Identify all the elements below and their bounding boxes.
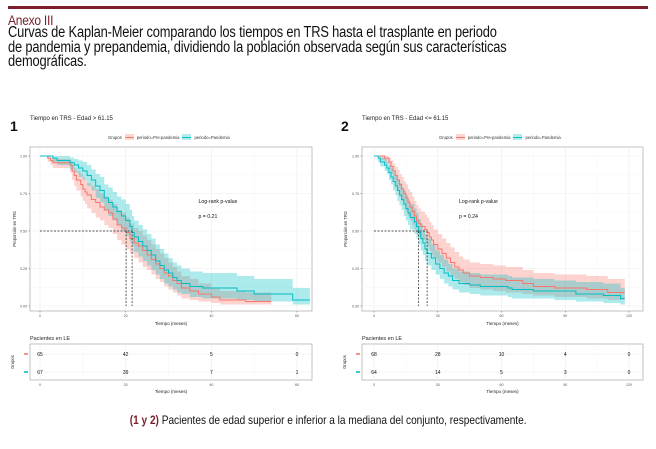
risk-x-axis-label: Tiempo (meses)	[155, 389, 188, 394]
plot-panel	[361, 146, 644, 312]
x-tick-label: 60	[295, 314, 299, 318]
plot-panel	[29, 146, 313, 312]
x-tick-label: 0	[373, 314, 375, 318]
risk-table-cell: 1	[296, 370, 299, 376]
y-tick-label: 1.00	[20, 155, 27, 159]
x-tick-label: 0	[39, 314, 41, 318]
x-tick-label: 30	[436, 314, 440, 318]
y-tick-label: 0.00	[352, 305, 359, 309]
x-tick-label: 90	[563, 314, 567, 318]
legend-title: Grupos	[108, 134, 122, 140]
y-tick-label: 0.50	[352, 230, 359, 234]
y-axis-label: Proporción en TRS	[343, 211, 348, 247]
risk-table-cell: 0	[628, 370, 631, 376]
page-title-line: de pandemia y prepandemia, dividiendo la…	[8, 38, 507, 56]
risk-table-cell: 64	[371, 370, 377, 376]
risk-x-tick-label: 120	[626, 383, 632, 387]
risk-table-cell: 14	[435, 370, 441, 376]
page-title-line: Curvas de Kaplan-Meier comparando los ti…	[8, 24, 497, 41]
page-title: Curvas de Kaplan-Meier comparando los ti…	[8, 24, 589, 70]
y-tick-label: 0.75	[20, 192, 27, 196]
y-tick-label: 1.00	[352, 155, 359, 159]
figure-number-1: 1	[10, 118, 18, 134]
y-tick-label: 0.50	[20, 230, 27, 234]
risk-table-cell: 28	[435, 352, 441, 358]
risk-x-axis-label: Tiempo (meses)	[486, 389, 519, 394]
risk-x-tick-label: 20	[124, 383, 128, 387]
risk-x-tick-label: 60	[500, 383, 504, 387]
x-axis-label: Tiempo (meses)	[155, 321, 188, 326]
y-tick-label: 0.75	[352, 192, 359, 196]
x-tick-label: 120	[626, 314, 632, 318]
legend-1: Grupos periodo=Pre-pandemia periodo=Pand…	[108, 134, 230, 140]
figure-caption: (1 y 2) Pacientes de edad superior e inf…	[0, 413, 656, 427]
risk-table-title: Pacientes en LE	[362, 336, 402, 342]
risk-table-cell: 39	[123, 370, 129, 376]
ci-band-pandemia	[374, 156, 625, 305]
annex-label: Anexo III	[8, 12, 54, 28]
legend-2: Grupos periodo=Pre-pandemia periodo=Pand…	[439, 134, 561, 140]
logrank-p-value: p = 0.21	[198, 214, 217, 220]
risk-x-tick-label: 0	[373, 383, 375, 387]
risk-table-cell: 7	[210, 370, 213, 376]
caption-ref: (1 y 2)	[129, 413, 159, 427]
x-tick-label: 20	[124, 314, 128, 318]
risk-table-cell: 0	[628, 352, 631, 358]
legend-swatch-prepandemia	[455, 134, 465, 140]
survival-curve-prepandemia	[40, 155, 272, 302]
ci-band-pandemia	[40, 156, 310, 305]
risk-table-cell: 3	[564, 370, 567, 376]
risk-x-tick-label: 90	[563, 383, 567, 387]
legend-label-pandemia: periodo=Pandemia	[194, 134, 230, 140]
legend-label-prepandemia: periodo=Pre-pandemia	[136, 134, 180, 140]
risk-table-cell: 0	[296, 352, 299, 358]
risk-table-cell: 67	[37, 370, 43, 376]
legend-swatch-pandemia	[182, 134, 192, 140]
ci-band-prepandemia	[374, 156, 625, 300]
risk-x-tick-label: 30	[436, 383, 440, 387]
risk-table-panel	[361, 343, 644, 381]
page-title-line: demográficas.	[8, 53, 87, 70]
logrank-p-value: p = 0.24	[459, 214, 478, 220]
risk-table-cell: 5	[210, 352, 213, 358]
risk-table-cell: 5	[500, 370, 503, 376]
risk-x-tick-label: 40	[209, 383, 213, 387]
legend-label-prepandemia: periodo=Pre-pandemia	[467, 134, 511, 140]
x-axis-label: Tiempo (meses)	[486, 321, 519, 326]
risk-y-axis-label: Grupos	[342, 355, 347, 369]
x-tick-label: 40	[209, 314, 213, 318]
caption-text: Pacientes de edad superior e inferior a …	[158, 413, 527, 427]
risk-table-cell: 42	[123, 352, 129, 358]
y-tick-label: 0.25	[352, 267, 359, 271]
figure-number-2: 2	[341, 118, 349, 134]
risk-table-title: Pacientes en LE	[30, 336, 70, 342]
risk-y-axis-label: Grupos	[10, 355, 15, 369]
risk-x-tick-label: 60	[295, 383, 299, 387]
risk-table-cell: 65	[37, 352, 43, 358]
risk-table-panel	[29, 343, 313, 381]
risk-table-cell: 4	[564, 352, 567, 358]
y-tick-label: 0.00	[20, 305, 27, 309]
y-axis-label: Proporción en TRS	[12, 211, 17, 247]
legend-swatch-prepandemia	[124, 134, 134, 140]
header-rule	[8, 6, 648, 9]
logrank-title: Log-rank p-value	[459, 199, 498, 205]
x-tick-label: 60	[500, 314, 504, 318]
legend-title: Grupos	[439, 134, 453, 140]
chart-title-2: Tiempo en TRS - Edad <= 61.15	[362, 116, 449, 122]
risk-x-tick-label: 0	[39, 383, 41, 387]
legend-swatch-pandemia	[513, 134, 523, 140]
legend-label-pandemia: periodo=Pandemia	[525, 134, 561, 140]
chart-title-1: Tiempo en TRS - Edad > 61.15	[30, 116, 113, 122]
risk-table-cell: 68	[371, 352, 377, 358]
survival-curve-pandemia	[374, 155, 625, 299]
ci-band-prepandemia	[40, 156, 272, 305]
risk-table-cell: 10	[499, 352, 505, 358]
logrank-title: Log-rank p-value	[198, 199, 237, 205]
y-tick-label: 0.25	[20, 267, 27, 271]
